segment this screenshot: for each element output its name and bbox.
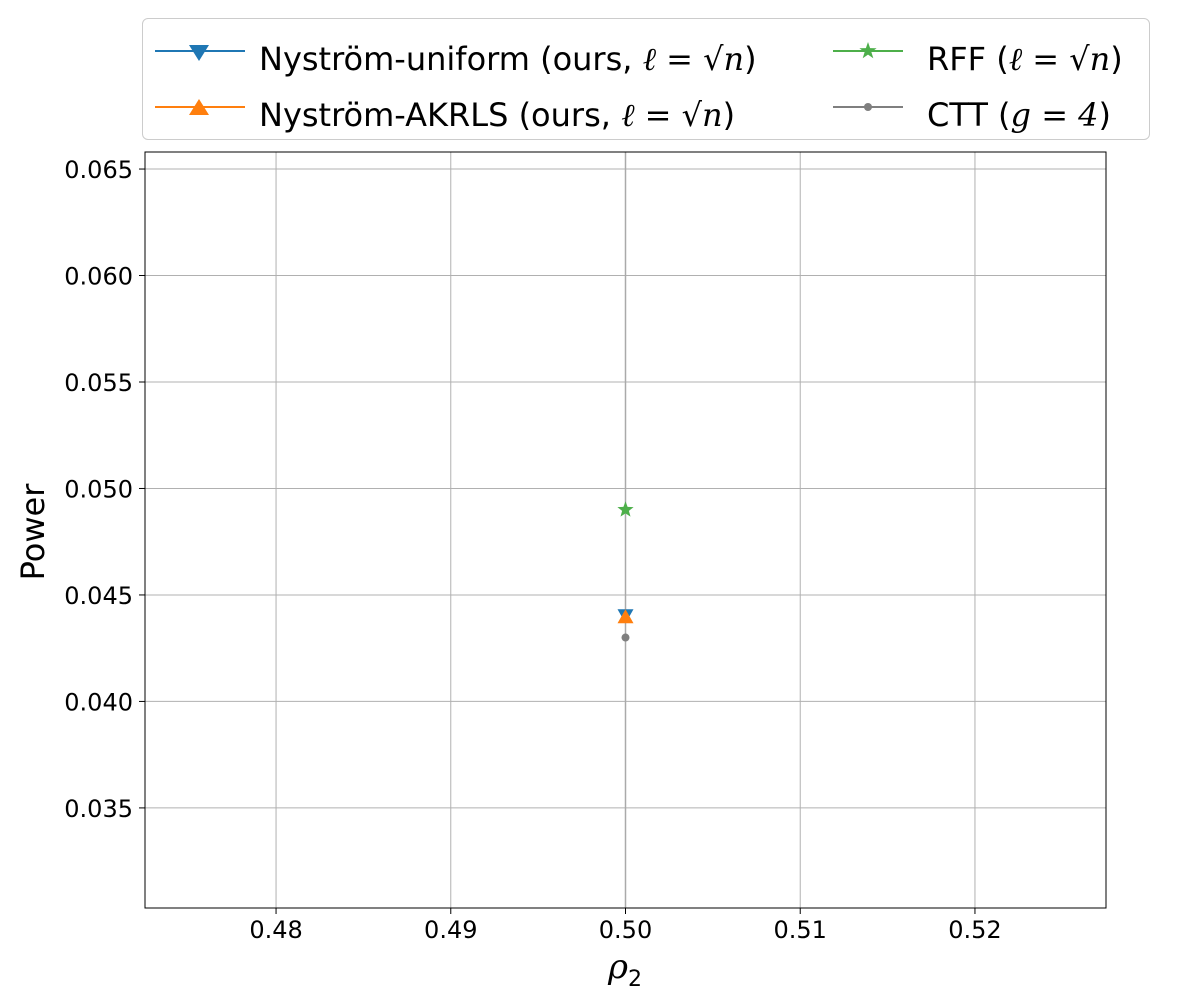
legend-math: ℓ = √n bbox=[1008, 40, 1111, 78]
legend-label: Nyström-uniform (ours, bbox=[259, 40, 643, 78]
x-tick-label: 0.48 bbox=[249, 916, 302, 944]
x-tick-label: 0.49 bbox=[424, 916, 477, 944]
y-tick-label: 0.050 bbox=[64, 475, 133, 503]
legend-marker-star-icon bbox=[833, 42, 903, 59]
legend-math: g = 4 bbox=[1010, 96, 1099, 134]
data-point-triangle-up bbox=[617, 609, 634, 624]
x-axis-label: ρ2 bbox=[607, 947, 642, 992]
legend-math: ℓ = √n bbox=[642, 40, 745, 78]
y-tick-label: 0.045 bbox=[64, 582, 133, 610]
y-tick-label: 0.035 bbox=[64, 795, 133, 823]
legend: Nyström-uniform (ours, ℓ = √n) Nyström-A… bbox=[142, 18, 1150, 140]
legend-label: Nyström-AKRLS (ours, bbox=[259, 96, 622, 134]
legend-suffix: ) bbox=[722, 96, 736, 134]
legend-suffix: ) bbox=[744, 40, 757, 78]
y-tick-label: 0.060 bbox=[64, 263, 133, 291]
legend-suffix: ) bbox=[1098, 96, 1112, 134]
legend-suffix: ) bbox=[1110, 40, 1123, 78]
x-axis-ticks: 0.48 0.49 0.50 0.51 0.52 bbox=[249, 908, 1002, 944]
data-points bbox=[617, 501, 634, 642]
x-tick-label: 0.52 bbox=[948, 916, 1001, 944]
y-tick-label: 0.065 bbox=[64, 156, 133, 184]
x-tick-label: 0.51 bbox=[774, 916, 827, 944]
legend-label: CTT ( bbox=[927, 96, 1011, 134]
x-tick-label: 0.50 bbox=[599, 916, 652, 944]
legend-marker-triangle-down-icon bbox=[155, 45, 245, 61]
legend-math: ℓ = √n bbox=[621, 96, 723, 134]
y-tick-label: 0.040 bbox=[64, 688, 133, 716]
legend-marker-circle-icon bbox=[833, 103, 903, 111]
data-point-circle bbox=[621, 633, 630, 642]
y-tick-label: 0.055 bbox=[64, 369, 133, 397]
legend-label: RFF ( bbox=[927, 40, 1009, 78]
data-point-star bbox=[617, 501, 634, 517]
legend-marker-triangle-up-icon bbox=[155, 99, 245, 115]
y-axis-ticks: 0.035 0.040 0.045 0.050 0.055 0.060 0.065 bbox=[64, 156, 145, 823]
y-axis-label: Power bbox=[14, 483, 52, 581]
